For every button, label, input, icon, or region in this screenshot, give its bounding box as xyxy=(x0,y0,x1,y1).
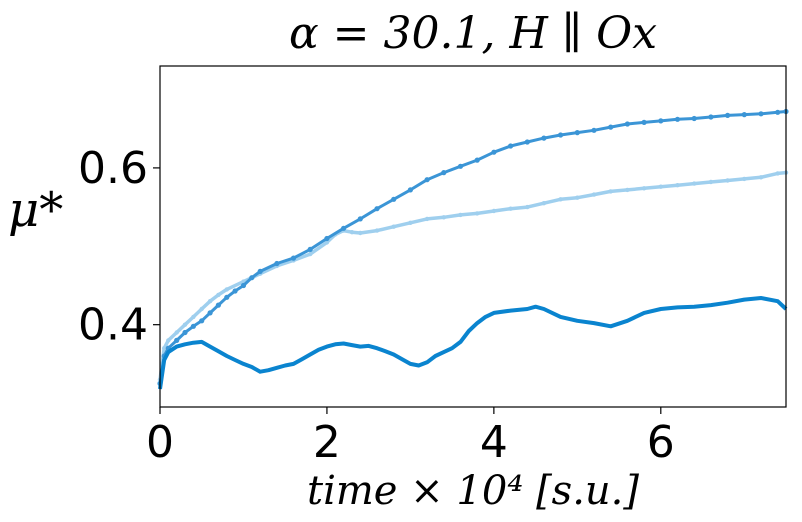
y-tick-label: 0.6 xyxy=(78,143,148,194)
series-1-point xyxy=(357,216,363,222)
y-axis-label: μ* xyxy=(8,182,64,238)
series-2-point xyxy=(491,208,497,214)
x-tick-label: 2 xyxy=(313,417,341,468)
series-2-point xyxy=(475,211,480,216)
series-2-point xyxy=(508,206,513,211)
series-2-point xyxy=(675,183,680,188)
series-2-point xyxy=(608,189,613,194)
chart-title: α = 30.1, H ∥ Ox xyxy=(160,8,786,59)
series-1-point xyxy=(341,225,347,231)
series-1-point xyxy=(307,246,313,252)
series-1-point xyxy=(474,157,480,163)
series-2-point xyxy=(224,287,229,292)
x-axis-label: time × 10⁴ [s.u.] xyxy=(307,468,639,514)
series-1-point xyxy=(182,329,188,336)
series-1-point xyxy=(407,187,413,193)
series-2-point xyxy=(408,220,413,225)
series-2-point xyxy=(182,322,188,327)
series-2-point xyxy=(692,181,697,186)
series-line-1 xyxy=(158,110,787,384)
series-1-point xyxy=(741,112,747,118)
series-2-point xyxy=(641,186,647,191)
series-layer xyxy=(157,108,789,390)
series-2-point xyxy=(358,230,363,236)
series-1-point xyxy=(524,139,530,145)
series-2-point xyxy=(558,197,563,202)
series-1-point xyxy=(658,118,664,124)
series-1-point xyxy=(591,127,597,133)
series-1-point xyxy=(215,302,221,308)
series-1-point xyxy=(207,310,213,316)
series-2-point xyxy=(541,201,547,206)
series-1-point xyxy=(491,149,497,155)
series-1-point xyxy=(374,206,380,212)
series-1-point xyxy=(274,260,280,267)
series-1-point xyxy=(674,116,681,122)
series-2-point xyxy=(374,228,380,233)
series-0 xyxy=(158,296,788,390)
series-1-point xyxy=(391,196,397,202)
series-1-point xyxy=(457,163,464,169)
series-1-point xyxy=(232,288,238,294)
series-2-point xyxy=(199,306,204,312)
series-line-0 xyxy=(158,296,788,390)
x-tick-label: 0 xyxy=(146,417,174,468)
series-1-point xyxy=(541,135,547,141)
series-2-point xyxy=(216,292,221,298)
series-1-point xyxy=(257,268,263,274)
series-1-point xyxy=(174,337,180,343)
series-2-point xyxy=(458,212,463,218)
series-1-point xyxy=(424,177,430,183)
series-1-point xyxy=(574,130,580,136)
series-1-point xyxy=(758,111,764,117)
series-1-point xyxy=(508,143,514,149)
series-1-point xyxy=(691,115,697,122)
y-tick-label: 0.4 xyxy=(78,300,148,351)
series-1-point xyxy=(775,109,781,115)
series-1-point xyxy=(190,323,196,329)
series-1-point xyxy=(725,112,731,118)
title-text: α = 30.1, H ∥ Ox xyxy=(288,8,658,59)
x-tick-label: 6 xyxy=(647,417,675,468)
series-1-point xyxy=(240,282,247,289)
series-1-point xyxy=(624,121,631,127)
series-2-point xyxy=(625,187,630,193)
series-2-point xyxy=(391,224,396,229)
series-2-point xyxy=(162,346,167,351)
series-1-point xyxy=(708,114,714,120)
series-2-point xyxy=(324,240,330,245)
series-2-point xyxy=(775,171,780,176)
series-1-point xyxy=(199,318,205,324)
series-2-point xyxy=(166,338,171,343)
series-2-point xyxy=(758,175,764,180)
x-tick-label: 4 xyxy=(480,417,508,468)
plot-frame xyxy=(159,65,787,408)
series-1-point xyxy=(558,132,564,138)
series-1-point xyxy=(249,275,255,281)
series-1-point xyxy=(290,255,297,261)
series-2-point xyxy=(742,176,747,182)
series-1-point xyxy=(224,294,230,300)
series-1-point xyxy=(441,170,447,176)
series-line-2 xyxy=(158,170,787,380)
series-2-point xyxy=(349,230,355,235)
series-2-point xyxy=(441,215,446,220)
series-2-point xyxy=(591,192,597,197)
series-2-point xyxy=(525,204,530,210)
series-2-point xyxy=(658,184,663,189)
series-1-point xyxy=(641,119,647,125)
tick-layer: 0 2 4 6 0.4 0.6 xyxy=(78,143,675,468)
series-2-point xyxy=(308,251,313,257)
series-1 xyxy=(157,108,789,387)
series-2-point xyxy=(725,178,730,183)
series-2-point xyxy=(424,216,430,222)
series-2-point xyxy=(708,179,714,185)
series-2-point xyxy=(207,299,213,304)
series-2-point xyxy=(575,195,580,200)
series-2-point xyxy=(174,330,179,335)
series-1-point xyxy=(608,124,614,130)
series-1-point xyxy=(324,235,330,242)
series-2-point xyxy=(191,314,196,320)
